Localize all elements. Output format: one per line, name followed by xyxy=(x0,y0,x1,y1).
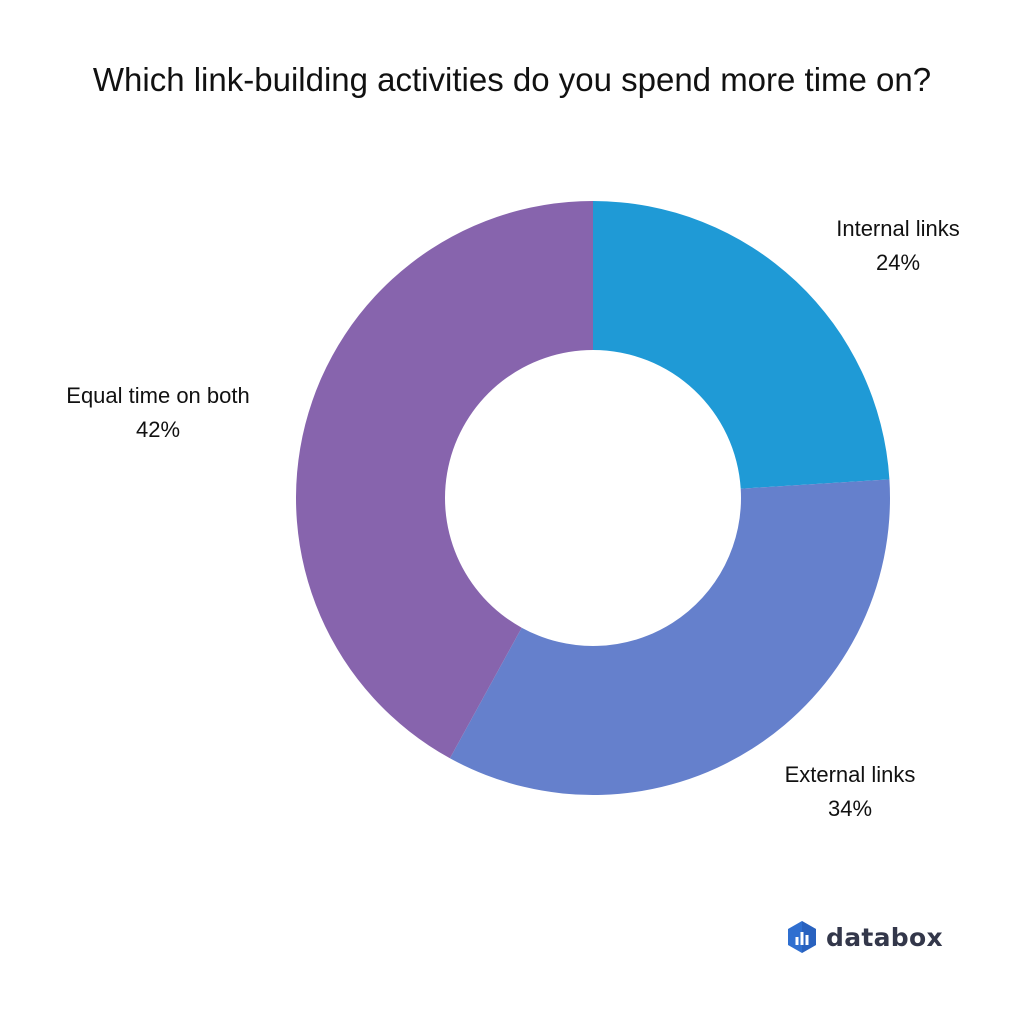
chart-title: Which link-building activities do you sp… xyxy=(92,61,932,98)
slice-label-equal-time: Equal time on both 42% xyxy=(48,379,268,447)
slice-label-name: External links xyxy=(784,762,916,787)
databox-logo-text: databox xyxy=(826,922,943,952)
databox-logo: databox xyxy=(786,918,943,956)
slice-label-name: Equal time on both xyxy=(66,383,250,408)
slice-label-value: 24% xyxy=(875,250,921,275)
slice-equal-time-on-both xyxy=(296,200,593,759)
slice-label-name: Internal links xyxy=(836,216,960,241)
slice-external-links xyxy=(449,479,890,795)
slice-label-value: 42% xyxy=(135,417,181,442)
slice-label-value: 34% xyxy=(827,796,873,821)
slice-internal-links xyxy=(593,201,890,489)
databox-logo-icon xyxy=(788,921,816,953)
slice-label-external-links: External links 34% xyxy=(760,758,940,826)
slice-label-internal-links: Internal links 24% xyxy=(818,212,978,280)
